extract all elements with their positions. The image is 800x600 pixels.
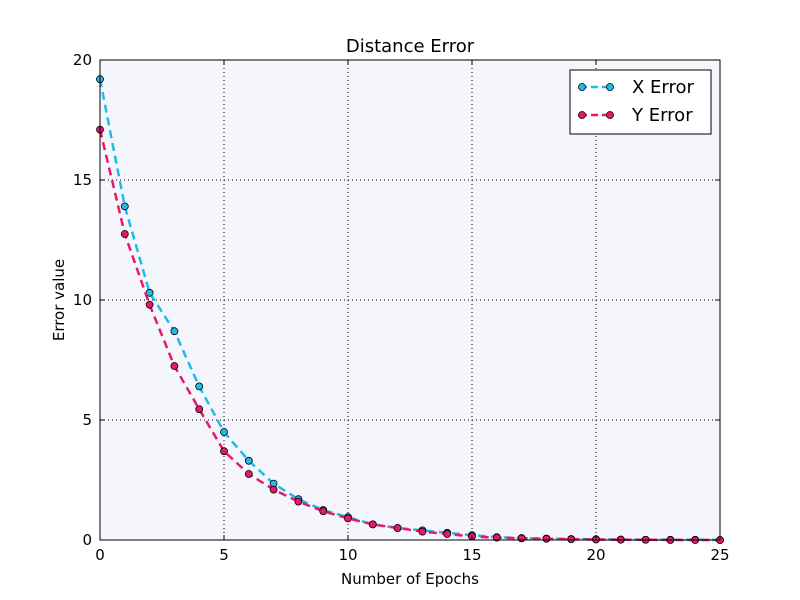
chart-title: Distance Error [346,36,475,57]
data-point [443,530,452,538]
data-point [319,507,328,516]
legend-marker [578,111,586,119]
data-point [120,230,129,238]
data-point [393,524,402,532]
legend-marker [606,111,614,119]
data-point [170,362,179,370]
x-axis-label: Number of Epochs [341,570,479,588]
legend-box [569,69,712,135]
y-axis-label: Error value [50,259,68,341]
x-tick-label: 10 [338,546,357,564]
data-point [220,447,228,456]
legend-item: Y Error [578,105,693,126]
data-point [418,527,427,536]
ticks [99,59,721,541]
tick-labels: 0 5 10 15 20 25 0 5 10 15 20 [73,51,730,564]
data-point [195,382,204,391]
data-point [269,485,278,494]
legend: X Error Y Error [569,69,712,135]
data-point [244,470,253,478]
y-tick-label: 15 [73,171,92,189]
data-point [567,535,576,544]
x-tick-label: 0 [95,546,105,564]
x-tick-label: 20 [586,546,605,564]
data-point [244,456,253,465]
data-point [170,327,179,336]
x-tick-label: 15 [462,546,481,564]
data-point [195,405,204,414]
x-tick-label: 5 [219,546,229,564]
data-point [517,534,526,543]
data-point [145,300,154,309]
y-tick-label: 5 [82,411,92,429]
data-point [120,202,129,211]
data-point [344,514,352,523]
legend-marker [578,83,586,91]
data-point [542,534,551,543]
y-tick-label: 20 [73,51,92,69]
legend-label: X Error [632,77,695,98]
y-tick-label: 10 [73,291,92,309]
data-point [294,497,303,506]
legend-label: Y Error [631,105,693,126]
legend-item: X Error [578,77,695,98]
grid-lines [100,60,720,540]
data-point [492,533,501,542]
y-tick-label: 0 [82,531,92,549]
x-tick-label: 25 [710,546,729,564]
legend-marker [606,83,614,91]
data-point [368,520,377,529]
data-point [220,428,228,436]
